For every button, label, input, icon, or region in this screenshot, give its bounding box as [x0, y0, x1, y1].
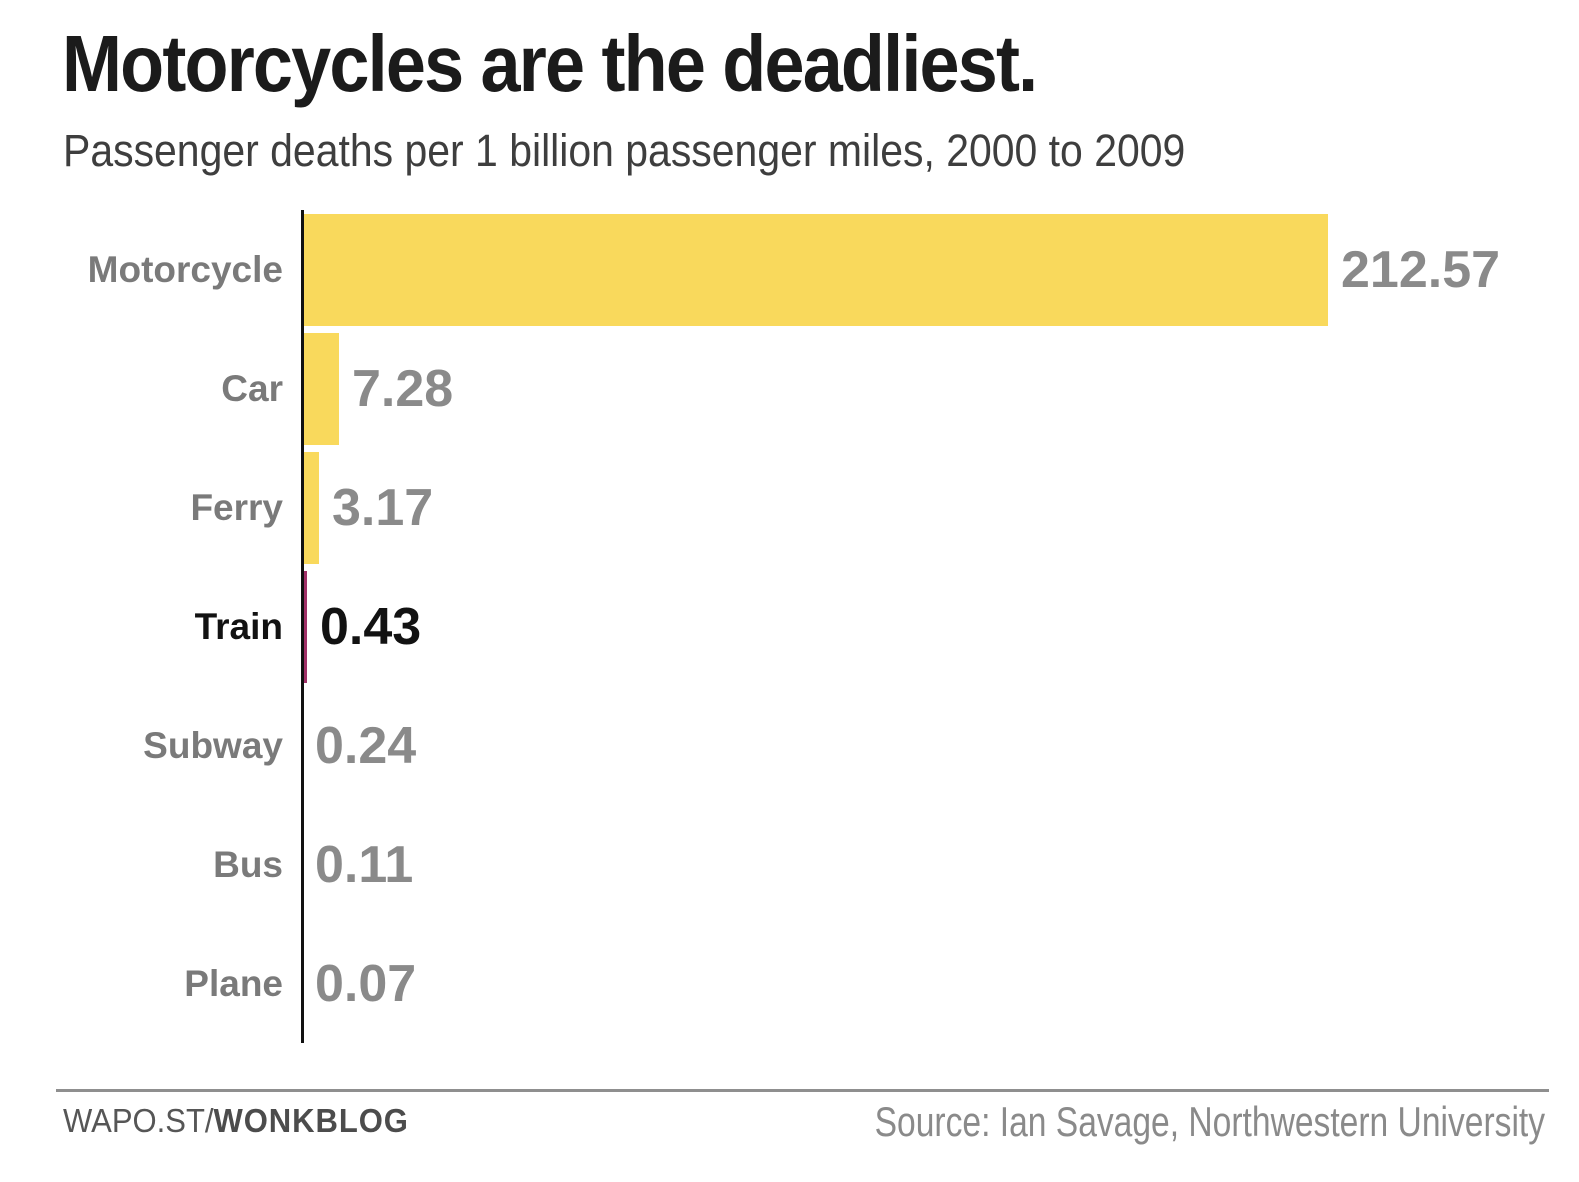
footer-source: Source: Ian Savage, Northwestern Univers…: [874, 1098, 1545, 1145]
value-label: 0.24: [315, 716, 417, 775]
footer-brand: WAPO.ST/WONKBLOG: [63, 1102, 409, 1140]
footer-brand-bold: WONKBLOG: [213, 1102, 409, 1139]
value-label: 7.28: [352, 359, 454, 418]
chart-row: Train 0.43: [0, 567, 1579, 686]
category-label: Plane: [184, 963, 283, 1004]
bar-track: 212.57: [304, 213, 1579, 326]
category-label: Motorcycle: [87, 249, 283, 290]
y-axis-line: [301, 210, 304, 1043]
value-label: 0.07: [315, 954, 417, 1013]
bar: [304, 332, 339, 445]
chart-row: Motorcycle 212.57: [0, 210, 1579, 329]
value-label: 0.43: [320, 597, 422, 656]
category-label: Subway: [143, 725, 283, 766]
category-label: Car: [221, 368, 283, 409]
bar-track: 3.17: [304, 451, 1579, 564]
footer-brand-prefix: WAPO.ST/: [63, 1102, 214, 1139]
chart-subtitle: Passenger deaths per 1 billion passenger…: [63, 125, 1186, 176]
bar-chart: Motorcycle 212.57 Car 7.28 Ferry 3.17 Tr…: [0, 210, 1579, 1043]
footer-divider: [56, 1089, 1549, 1092]
chart-row: Bus 0.11: [0, 805, 1579, 924]
bar: [304, 451, 319, 564]
bar-track: 0.07: [304, 928, 1579, 1040]
bar-track: 7.28: [304, 332, 1579, 445]
value-label: 3.17: [332, 478, 434, 537]
chart-title: Motorcycles are the deadliest.: [62, 19, 1038, 108]
bar-track: 0.11: [304, 809, 1579, 921]
chart-row: Plane 0.07: [0, 924, 1579, 1043]
category-label: Ferry: [190, 487, 283, 528]
bar-track: 0.24: [304, 690, 1579, 802]
category-label: Bus: [213, 844, 283, 885]
chart-row: Car 7.28: [0, 329, 1579, 448]
value-label: 212.57: [1341, 240, 1501, 299]
bar-track: 0.43: [304, 570, 1579, 683]
category-label: Train: [194, 606, 283, 647]
bar: [304, 213, 1328, 326]
chart-row: Ferry 3.17: [0, 448, 1579, 567]
chart-row: Subway 0.24: [0, 686, 1579, 805]
bar: [304, 570, 307, 683]
value-label: 0.11: [315, 835, 414, 894]
